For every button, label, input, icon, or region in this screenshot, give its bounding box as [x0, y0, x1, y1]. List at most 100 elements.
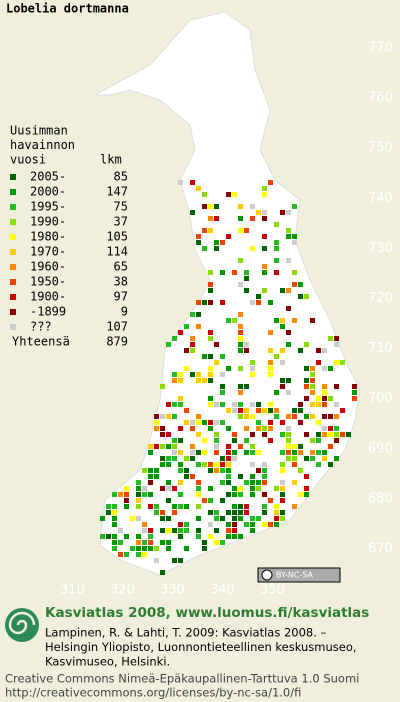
record-square	[334, 384, 339, 389]
record-square	[196, 486, 201, 491]
record-square	[274, 516, 279, 521]
legend-count: 65	[114, 260, 128, 274]
record-square	[238, 312, 243, 317]
record-square	[286, 432, 291, 437]
record-square	[274, 354, 279, 359]
record-square	[160, 516, 165, 521]
record-square	[154, 558, 159, 563]
record-square	[160, 540, 165, 545]
record-square	[214, 468, 219, 473]
record-square	[208, 282, 213, 287]
record-square	[244, 426, 249, 431]
record-square	[334, 432, 339, 437]
record-square	[178, 558, 183, 563]
record-square	[244, 504, 249, 509]
record-square	[244, 288, 249, 293]
legend-swatch	[10, 234, 16, 240]
record-square	[154, 468, 159, 473]
record-square	[112, 510, 117, 515]
record-square	[160, 570, 165, 575]
record-square	[226, 192, 231, 197]
map-title: Lobelia dortmanna	[6, 2, 129, 16]
record-square	[238, 516, 243, 521]
record-square	[202, 300, 207, 305]
record-square	[244, 510, 249, 515]
record-square	[172, 510, 177, 515]
record-square	[268, 522, 273, 527]
record-square	[238, 390, 243, 395]
record-square	[202, 228, 207, 233]
record-square	[280, 318, 285, 323]
record-square	[106, 504, 111, 509]
record-square	[304, 384, 309, 389]
record-square	[280, 492, 285, 497]
legend-swatch	[10, 204, 16, 210]
record-square	[214, 432, 219, 437]
legend-swatch	[10, 279, 16, 285]
record-square	[226, 468, 231, 473]
record-square	[208, 288, 213, 293]
record-square	[202, 462, 207, 467]
record-square	[250, 360, 255, 365]
record-square	[328, 336, 333, 341]
record-square	[214, 402, 219, 407]
record-square	[214, 342, 219, 347]
record-square	[166, 462, 171, 467]
record-square	[172, 528, 177, 533]
record-square	[214, 540, 219, 545]
record-square	[196, 414, 201, 419]
license-line: Creative Commons Nimeä-Epäkaupallinen-Ta…	[5, 672, 359, 686]
record-square	[334, 426, 339, 431]
legend-swatch	[10, 264, 16, 270]
record-square	[244, 438, 249, 443]
record-square	[154, 546, 159, 551]
record-square	[172, 504, 177, 509]
record-square	[292, 450, 297, 455]
record-square	[220, 480, 225, 485]
record-square	[238, 510, 243, 515]
legend-label: 1970-	[30, 245, 66, 259]
record-square	[250, 372, 255, 377]
record-square	[232, 438, 237, 443]
record-square	[178, 372, 183, 377]
record-square	[352, 390, 357, 395]
record-square	[316, 360, 321, 365]
record-square	[214, 444, 219, 449]
record-square	[256, 300, 261, 305]
record-square	[178, 534, 183, 539]
license-line: http://creativecommons.org/licenses/by-n…	[5, 686, 301, 700]
record-square	[334, 402, 339, 407]
record-square	[268, 408, 273, 413]
record-square	[274, 510, 279, 515]
record-square	[232, 492, 237, 497]
record-square	[292, 408, 297, 413]
record-square	[196, 186, 201, 191]
record-square	[220, 390, 225, 395]
easting-label: 310	[60, 583, 85, 598]
record-square	[214, 450, 219, 455]
legend-swatch	[10, 294, 16, 300]
record-square	[136, 546, 141, 551]
legend-label: 1995-	[30, 200, 66, 214]
record-square	[262, 510, 267, 515]
record-square	[244, 414, 249, 419]
record-square	[298, 294, 303, 299]
record-square	[250, 528, 255, 533]
record-square	[196, 420, 201, 425]
record-square	[280, 378, 285, 383]
record-square	[178, 378, 183, 383]
record-square	[298, 282, 303, 287]
record-square	[334, 456, 339, 461]
legend-count: 9	[121, 305, 128, 319]
record-square	[232, 522, 237, 527]
record-square	[262, 186, 267, 191]
record-square	[316, 396, 321, 401]
record-square	[220, 420, 225, 425]
record-square	[238, 216, 243, 221]
record-square	[268, 180, 273, 185]
record-square	[226, 528, 231, 533]
record-square	[238, 474, 243, 479]
record-square	[136, 486, 141, 491]
record-square	[154, 510, 159, 515]
record-square	[184, 474, 189, 479]
